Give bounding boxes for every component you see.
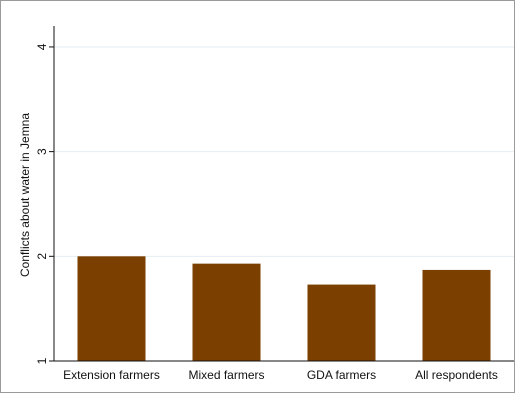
bar-extension-farmers <box>77 256 146 361</box>
x-category-label: GDA farmers <box>307 368 376 382</box>
y-axis-title: Conflicts about water in Jemna <box>18 113 32 277</box>
x-category-label: All respondents <box>415 368 498 382</box>
x-category-label: Mixed farmers <box>188 368 264 382</box>
bar-mixed-farmers <box>192 263 261 361</box>
bar-gda-farmers <box>307 284 376 361</box>
bars <box>77 256 491 361</box>
y-tick-label: 1 <box>35 357 49 364</box>
y-tick-label: 4 <box>35 43 49 50</box>
axes <box>49 26 514 362</box>
labels: 1 2 3 4 Extension farmers Mixed farmers GDA fa… <box>35 43 498 382</box>
bar-all-respondents <box>422 269 491 361</box>
x-category-label: Extension farmers <box>63 368 160 382</box>
y-tick-label: 2 <box>35 253 49 260</box>
y-tick-label: 3 <box>35 148 49 155</box>
